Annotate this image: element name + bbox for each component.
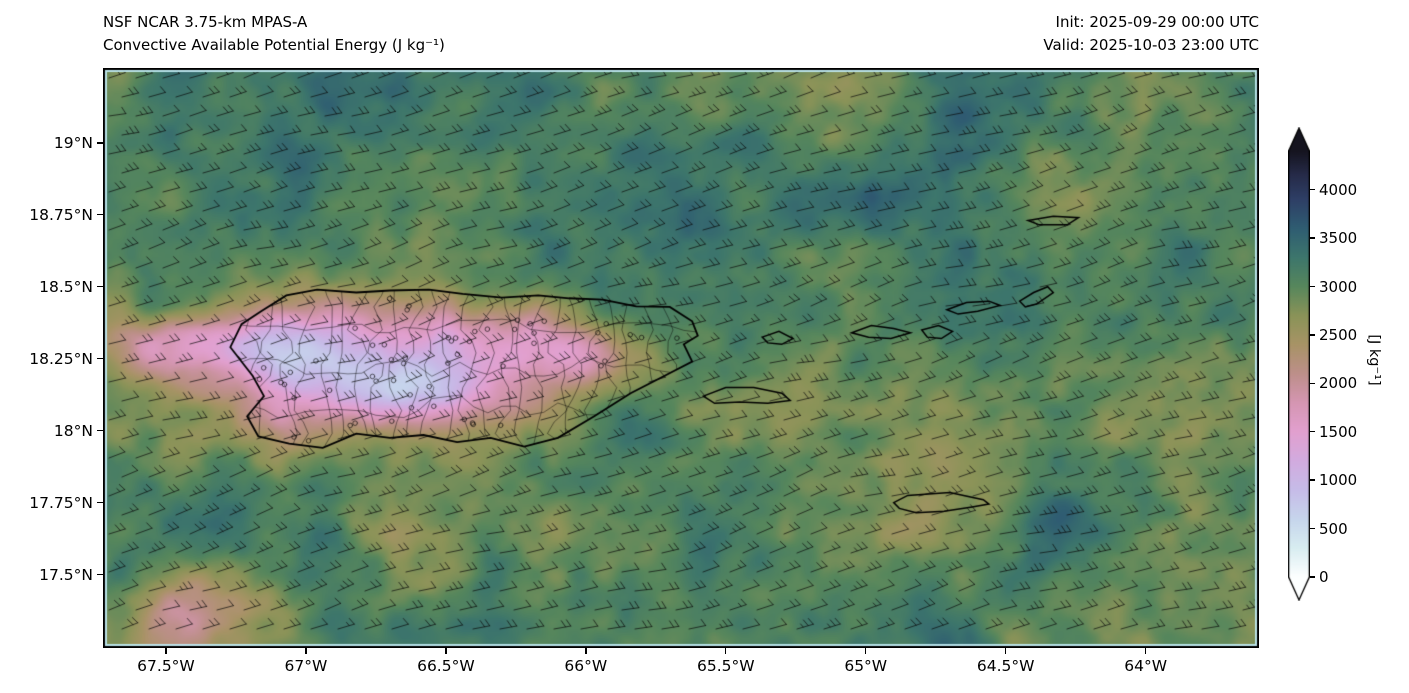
x-tick-label: 67.5°W [137, 657, 195, 675]
x-tick-label: 65.5°W [696, 657, 755, 675]
x-tick-label: 66°W [564, 657, 608, 675]
colorbar-tick-mark [1310, 285, 1315, 288]
y-tick-mark [97, 358, 103, 360]
colorbar-tick-mark [1310, 527, 1315, 530]
colorbar-tick-mark [1310, 382, 1315, 385]
y-tick-mark [97, 429, 103, 432]
y-tick-label: 19°N [53, 133, 93, 152]
colorbar-tick-label: 4000 [1319, 180, 1358, 199]
colorbar-tick-mark [1310, 431, 1315, 433]
y-tick-mark [97, 286, 103, 288]
colorbar-tick-label: 3500 [1319, 229, 1358, 248]
variable-title: Convective Available Potential Energy (J… [103, 35, 445, 54]
y-tick-label: 18.5°N [39, 277, 93, 296]
colorbar-tick-mark [1310, 479, 1315, 481]
y-tick-label: 17.5°N [39, 565, 93, 584]
x-tick-label: 64.5°W [976, 657, 1035, 675]
x-tick-label: 67°W [284, 657, 328, 675]
colorbar-tick-label: 1500 [1319, 422, 1358, 441]
y-tick-mark [97, 573, 103, 576]
x-tick-mark [1004, 648, 1007, 654]
y-tick-mark [97, 501, 103, 504]
x-tick-label: 65°W [844, 657, 888, 675]
colorbar-tick-label: 0 [1319, 568, 1329, 586]
colorbar-tick-label: 1000 [1319, 471, 1358, 490]
colorbar-tick-mark [1310, 576, 1315, 578]
colorbar-tick-label: 500 [1319, 519, 1348, 538]
x-tick-mark [865, 648, 867, 654]
x-tick-mark [1144, 648, 1147, 654]
y-tick-label: 17.75°N [29, 493, 93, 512]
y-tick-mark [97, 142, 103, 144]
init-time: Init: 2025-09-29 00:00 UTC [1055, 13, 1259, 31]
colorbar-tick-mark [1310, 189, 1315, 191]
valid-time: Valid: 2025-10-03 23:00 UTC [1043, 35, 1259, 54]
y-tick-mark [97, 214, 103, 216]
cape-field-canvas [103, 68, 1259, 648]
colorbar-tick-label: 3000 [1319, 277, 1358, 296]
title-block: NSF NCAR 3.75-km MPAS-A Convective Avail… [103, 11, 445, 56]
colorbar-tick-label: 2500 [1319, 325, 1358, 344]
colorbar-tick-mark [1310, 237, 1315, 239]
map-axes [103, 68, 1259, 648]
colorbar-canvas [1288, 127, 1310, 601]
colorbar-tick-label: 2000 [1319, 374, 1358, 393]
y-tick-label: 18.75°N [29, 205, 93, 224]
x-tick-label: 64°W [1124, 657, 1168, 675]
model-title: NSF NCAR 3.75-km MPAS-A [103, 13, 308, 31]
colorbar-unit-label: [J kg⁻¹] [1366, 334, 1382, 386]
time-block: Init: 2025-09-29 00:00 UTC Valid: 2025-1… [1043, 11, 1259, 56]
x-tick-mark [585, 648, 587, 654]
y-tick-label: 18°N [53, 421, 93, 440]
colorbar-tick-mark [1310, 334, 1315, 336]
x-tick-mark [445, 648, 447, 654]
x-tick-label: 66.5°W [417, 657, 475, 675]
x-tick-mark [725, 648, 727, 654]
x-tick-mark [165, 648, 167, 654]
y-tick-label: 18.25°N [29, 349, 93, 368]
x-tick-mark [305, 648, 307, 654]
